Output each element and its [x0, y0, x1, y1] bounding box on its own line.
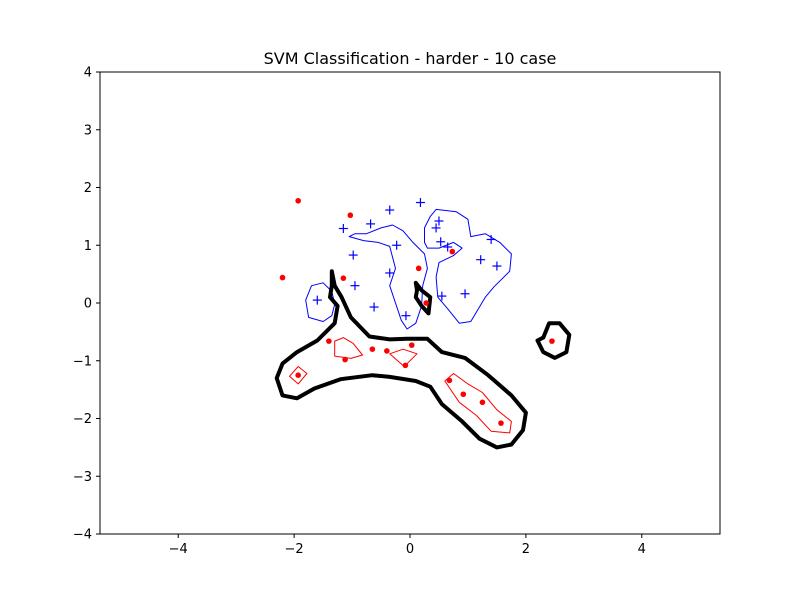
negative-point-18 [549, 338, 555, 344]
positive-point-16 [437, 291, 447, 301]
margin-contour-1 [424, 208, 512, 324]
x-tick-label-0: −4 [169, 542, 188, 557]
positive-point-4 [434, 216, 444, 226]
y-tick-label-0: −4 [73, 528, 92, 543]
negative-point-3 [340, 275, 347, 281]
positive-point-14 [350, 281, 360, 291]
negative-point-16 [479, 399, 486, 406]
negative-point-0 [295, 197, 301, 204]
y-tick-label-5: 1 [84, 239, 92, 254]
axes: −4 −2 0 2 4 −4 −3 −2 −1 0 1 2 3 4 [73, 66, 646, 558]
negative-point-10 [384, 348, 390, 354]
positive-point-3 [366, 219, 376, 229]
margin-contour-4 [389, 348, 418, 367]
negative-point-14 [446, 377, 453, 384]
positive-point-11 [476, 255, 486, 265]
margin-contour-6 [444, 373, 512, 434]
negative-point-1 [347, 212, 354, 219]
negative-point-2 [279, 274, 286, 281]
positive-point-10 [348, 250, 358, 260]
positive-point-13 [385, 268, 395, 278]
positive-point-19 [401, 311, 411, 321]
positive-point-12 [492, 261, 502, 271]
negative-point-4 [415, 265, 422, 272]
positive-point-6 [392, 240, 402, 250]
positive-point-1 [385, 205, 395, 215]
positive-point-18 [369, 302, 379, 312]
y-tick-label-2: −2 [73, 412, 92, 427]
x-tick-label-3: 2 [522, 542, 530, 557]
decision-contours [274, 208, 572, 450]
negative-point-11 [408, 342, 415, 348]
y-tick-label-3: −1 [73, 354, 92, 369]
negative-point-8 [342, 356, 348, 363]
chart-title: SVM Classification - harder - 10 case [264, 49, 557, 68]
x-tick-label-1: −2 [285, 542, 304, 557]
decision-boundary-8 [413, 280, 433, 316]
negative-point-17 [498, 420, 504, 426]
positive-point-5 [431, 223, 441, 233]
negative-point-12 [402, 362, 409, 369]
positive-point-0 [415, 198, 425, 208]
margin-contour-3 [334, 337, 363, 359]
negative-point-9 [369, 346, 376, 353]
data-points [279, 197, 555, 426]
y-tick-label-1: −3 [73, 470, 92, 485]
negative-point-6 [423, 300, 430, 306]
negative-point-5 [449, 248, 456, 255]
negative-point-15 [460, 391, 467, 398]
x-tick-label-2: 0 [406, 542, 414, 557]
margin-contour-5 [289, 366, 308, 385]
negative-point-13 [295, 372, 301, 378]
positive-point-9 [486, 234, 496, 244]
positive-point-17 [460, 289, 470, 299]
positive-point-2 [338, 224, 348, 234]
y-tick-label-8: 4 [84, 66, 92, 81]
decision-boundary-9 [535, 321, 572, 360]
positive-point-8 [443, 242, 453, 252]
negative-point-7 [326, 338, 332, 344]
decision-boundary-7 [274, 269, 528, 450]
x-tick-label-4: 4 [638, 542, 646, 557]
plot-frame [99, 71, 721, 535]
y-tick-label-6: 2 [84, 181, 92, 196]
positive-point-15 [312, 295, 322, 305]
positive-point-7 [436, 237, 446, 247]
y-tick-label-4: 0 [84, 297, 92, 312]
y-tick-label-7: 3 [84, 123, 92, 138]
